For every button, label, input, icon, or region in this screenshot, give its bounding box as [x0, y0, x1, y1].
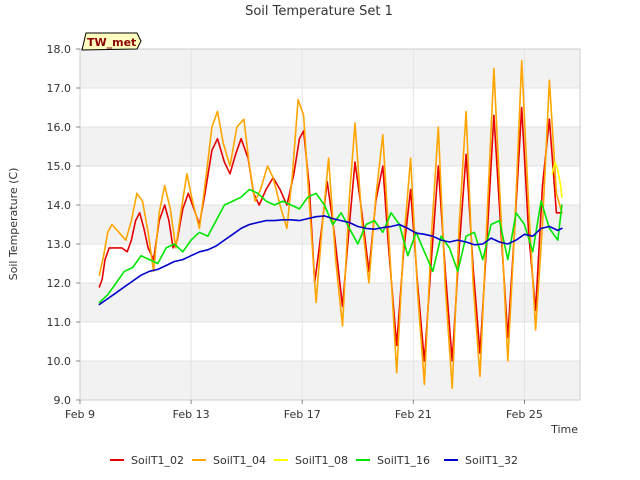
plot-band [80, 244, 580, 283]
y-tick-label: 12.0 [47, 277, 72, 290]
x-tick-label: Feb 25 [506, 408, 543, 421]
plot-band [80, 322, 580, 361]
plot-band [80, 49, 580, 88]
plot-background [80, 49, 580, 400]
grid-lines [79, 48, 580, 401]
plot-band [80, 127, 580, 166]
legend-label: SoilT1_04 [213, 454, 266, 467]
legend-item-soilt1-02: SoilT1_02 [110, 454, 184, 467]
legend-label: SoilT1_32 [465, 454, 518, 467]
tw-met-badge: TW_met [81, 32, 142, 51]
x-tick-label: Feb 9 [65, 408, 95, 421]
legend-item-soilt1-32: SoilT1_32 [444, 454, 518, 467]
legend-item-soilt1-04: SoilT1_04 [192, 454, 266, 467]
y-axis-title: Soil Temperature (C) [7, 168, 20, 281]
x-axis-ticks: Feb 9 Feb 13 Feb 17 Feb 21 Feb 25 [65, 400, 543, 421]
series-line-soilt1-16 [98, 188, 563, 304]
series-line-soilt1-32 [98, 215, 563, 306]
y-tick-label: 16.0 [47, 121, 72, 134]
y-tick-label: 10.0 [47, 355, 72, 368]
plot-band [80, 205, 580, 244]
y-tick-label: 17.0 [47, 82, 72, 95]
series-line-soilt1-08 [551, 161, 563, 198]
y-tick-label: 11.0 [47, 316, 72, 329]
x-tick-label: Feb 13 [173, 408, 210, 421]
legend-item-soilt1-08: SoilT1_08 [274, 454, 348, 467]
y-tick-label: 14.0 [47, 199, 72, 212]
y-tick-label: 13.0 [47, 238, 72, 251]
y-axis-ticks: 9.0 10.0 11.0 12.0 13.0 14.0 15.0 16.0 17.0 18.0 [47, 43, 80, 407]
legend-label: SoilT1_08 [295, 454, 348, 467]
plot-frame [79, 48, 581, 401]
plot-band [80, 88, 580, 127]
legend-label: SoilT1_02 [131, 454, 184, 467]
plot-band [80, 283, 580, 322]
y-tick-label: 9.0 [54, 394, 72, 407]
legend-item-soilt1-16: SoilT1_16 [356, 454, 430, 467]
legend-label: SoilT1_16 [377, 454, 430, 467]
x-axis-title: Time [550, 423, 578, 436]
x-tick-label: Feb 17 [284, 408, 321, 421]
legend: SoilT1_02 SoilT1_04 SoilT1_08 SoilT1_16 Soil… [110, 454, 518, 467]
x-tick-label: Feb 21 [395, 408, 432, 421]
y-tick-label: 18.0 [47, 43, 72, 56]
plot-band [80, 361, 580, 400]
badge-label: TW_met [87, 36, 136, 49]
badge-shape [81, 32, 142, 51]
y-tick-label: 15.0 [47, 160, 72, 173]
series-lines [98, 59, 563, 390]
series-line-soilt1-04 [98, 59, 563, 390]
chart-title: Soil Temperature Set 1 [245, 4, 393, 19]
